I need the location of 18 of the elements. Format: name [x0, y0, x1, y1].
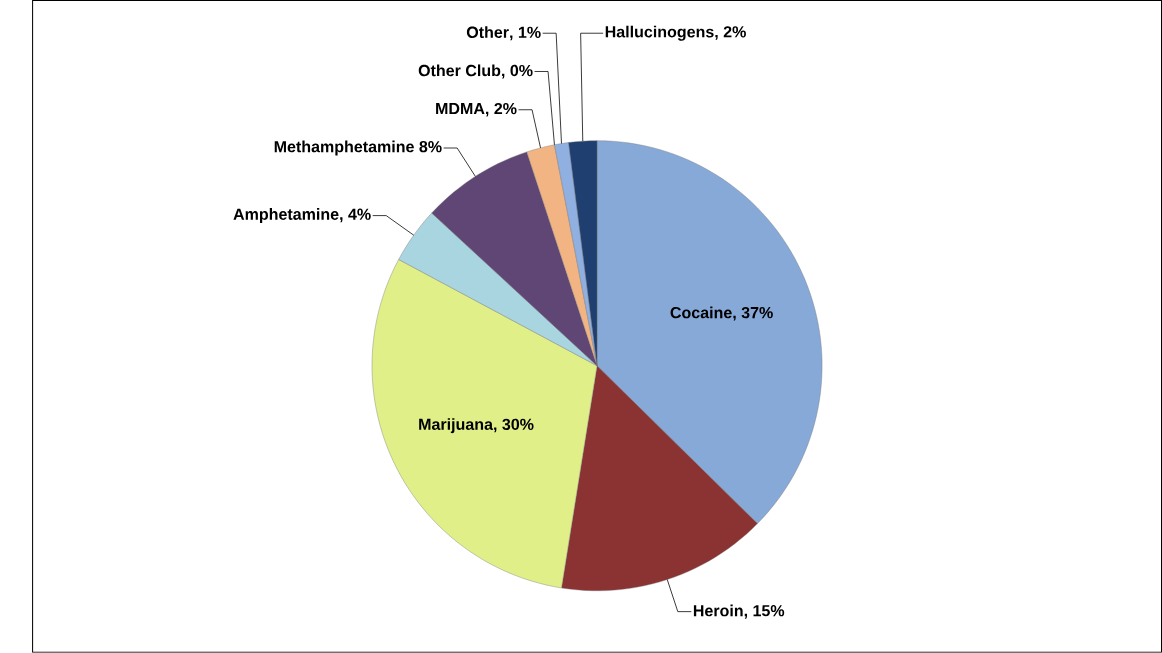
slice-label: Other [466, 26, 509, 39]
slice-label: Hallucinogens [605, 25, 714, 41]
slice-label: Methamphetamine [274, 140, 414, 156]
slice-label: Marijuana [419, 418, 494, 434]
category-label: Other Club [418, 64, 501, 77]
data-label: , 2% [486, 103, 517, 117]
slice-label: MDMA [436, 103, 485, 115]
data-label: 8% [419, 141, 442, 153]
slice-label: Heroin [693, 604, 743, 617]
text: , 0% [502, 65, 533, 79]
data-label: , 37% [733, 307, 773, 321]
data-label: , 1% [510, 26, 541, 41]
slice-label: Cocaine [670, 306, 732, 319]
slice-label: Amphetamine [233, 208, 339, 224]
data-label: , 2% [715, 26, 746, 40]
data-label: , 15% [744, 605, 785, 619]
data-label: , 30% [494, 418, 534, 433]
data-label: , 4% [340, 208, 371, 223]
